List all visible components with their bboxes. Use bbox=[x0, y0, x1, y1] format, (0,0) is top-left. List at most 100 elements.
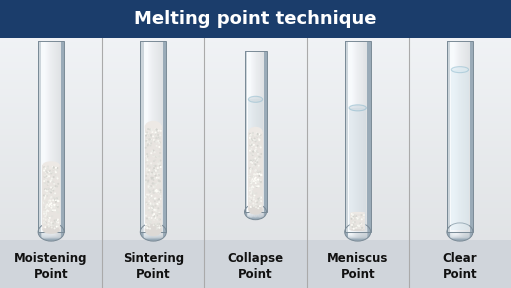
Circle shape bbox=[252, 151, 254, 153]
Circle shape bbox=[252, 194, 254, 196]
Circle shape bbox=[54, 167, 56, 169]
Ellipse shape bbox=[54, 225, 55, 239]
Circle shape bbox=[258, 156, 260, 158]
Circle shape bbox=[159, 213, 161, 215]
Circle shape bbox=[157, 223, 159, 225]
Ellipse shape bbox=[248, 96, 263, 102]
Ellipse shape bbox=[364, 225, 365, 239]
Bar bbox=[151, 41, 152, 232]
Bar bbox=[0, 206, 511, 208]
Circle shape bbox=[159, 183, 161, 185]
Circle shape bbox=[49, 171, 51, 173]
Circle shape bbox=[155, 137, 157, 139]
Bar bbox=[42, 165, 60, 230]
Circle shape bbox=[45, 214, 48, 216]
Circle shape bbox=[157, 207, 159, 209]
Circle shape bbox=[47, 201, 49, 203]
Circle shape bbox=[148, 207, 150, 209]
Circle shape bbox=[43, 198, 45, 200]
Circle shape bbox=[354, 221, 356, 223]
Circle shape bbox=[157, 134, 159, 136]
Circle shape bbox=[145, 179, 147, 181]
Circle shape bbox=[54, 198, 56, 200]
Circle shape bbox=[257, 181, 259, 183]
Circle shape bbox=[145, 161, 147, 163]
Circle shape bbox=[363, 214, 365, 216]
Circle shape bbox=[252, 139, 254, 141]
Circle shape bbox=[356, 218, 358, 220]
Circle shape bbox=[147, 156, 149, 158]
Bar bbox=[48, 41, 49, 232]
Circle shape bbox=[151, 172, 153, 174]
Circle shape bbox=[251, 185, 253, 187]
Circle shape bbox=[52, 189, 54, 191]
Ellipse shape bbox=[59, 225, 60, 239]
Circle shape bbox=[253, 164, 255, 166]
Circle shape bbox=[47, 171, 49, 173]
Ellipse shape bbox=[349, 105, 366, 111]
Circle shape bbox=[43, 222, 45, 224]
Circle shape bbox=[150, 142, 152, 144]
Bar bbox=[452, 41, 453, 232]
Circle shape bbox=[159, 160, 161, 162]
Circle shape bbox=[154, 174, 156, 176]
Circle shape bbox=[145, 196, 147, 198]
Circle shape bbox=[257, 145, 259, 147]
Bar bbox=[0, 137, 511, 139]
Circle shape bbox=[58, 196, 59, 198]
Circle shape bbox=[256, 139, 258, 141]
Circle shape bbox=[154, 165, 156, 167]
Circle shape bbox=[157, 222, 159, 224]
Circle shape bbox=[48, 181, 50, 183]
Ellipse shape bbox=[60, 225, 61, 239]
Bar bbox=[0, 198, 511, 200]
Circle shape bbox=[50, 179, 52, 181]
Circle shape bbox=[256, 150, 258, 152]
Ellipse shape bbox=[47, 225, 48, 239]
Circle shape bbox=[154, 186, 156, 188]
Circle shape bbox=[153, 173, 155, 175]
Circle shape bbox=[157, 136, 159, 138]
Circle shape bbox=[260, 134, 262, 136]
Circle shape bbox=[55, 170, 57, 173]
Circle shape bbox=[47, 204, 49, 206]
Bar bbox=[57, 41, 58, 232]
Bar bbox=[0, 175, 511, 177]
Bar bbox=[162, 41, 163, 232]
Circle shape bbox=[254, 140, 257, 142]
Bar bbox=[467, 41, 468, 232]
Bar bbox=[0, 234, 511, 236]
Circle shape bbox=[156, 203, 158, 205]
Ellipse shape bbox=[51, 225, 52, 239]
Circle shape bbox=[250, 193, 252, 195]
Circle shape bbox=[158, 146, 160, 148]
Bar bbox=[0, 192, 511, 194]
Circle shape bbox=[252, 192, 254, 194]
Circle shape bbox=[48, 219, 50, 221]
Bar bbox=[0, 179, 511, 181]
Text: Meniscus
Point: Meniscus Point bbox=[327, 252, 388, 281]
Circle shape bbox=[260, 196, 262, 198]
Bar bbox=[358, 41, 359, 232]
Circle shape bbox=[156, 211, 158, 213]
Circle shape bbox=[52, 190, 54, 192]
Circle shape bbox=[51, 189, 53, 191]
Circle shape bbox=[151, 207, 153, 209]
Circle shape bbox=[256, 135, 258, 137]
Bar bbox=[141, 41, 166, 232]
Circle shape bbox=[154, 159, 156, 161]
Circle shape bbox=[156, 190, 158, 192]
Circle shape bbox=[44, 167, 46, 169]
Circle shape bbox=[47, 168, 49, 170]
Circle shape bbox=[258, 165, 260, 167]
Circle shape bbox=[158, 163, 159, 165]
Circle shape bbox=[153, 172, 155, 174]
Bar bbox=[257, 51, 258, 212]
Ellipse shape bbox=[156, 225, 157, 239]
Circle shape bbox=[55, 226, 57, 228]
Circle shape bbox=[48, 183, 49, 185]
Circle shape bbox=[158, 223, 160, 225]
Bar bbox=[51, 41, 52, 232]
Circle shape bbox=[145, 133, 147, 135]
Bar bbox=[0, 123, 511, 125]
